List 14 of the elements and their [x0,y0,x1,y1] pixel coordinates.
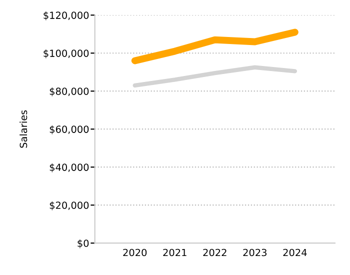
y-axis-title: Salaries [20,110,28,148]
y-tick-label: $40,000 [50,163,89,172]
y-tick-label: $20,000 [50,201,89,210]
y-tick-label: $60,000 [50,125,89,134]
y-tick-label: $0 [78,239,89,248]
y-tick-label: $120,000 [44,11,89,20]
y-tick-label: $100,000 [44,49,89,58]
x-tick-label: 2021 [163,248,186,256]
line-series [132,65,298,88]
x-tick-label: 2022 [203,248,226,256]
x-tick-label: 2024 [283,248,307,256]
y-tick-label: $80,000 [50,87,89,96]
x-tick-label: 2020 [123,248,147,256]
x-tick-label: 2023 [243,248,267,256]
